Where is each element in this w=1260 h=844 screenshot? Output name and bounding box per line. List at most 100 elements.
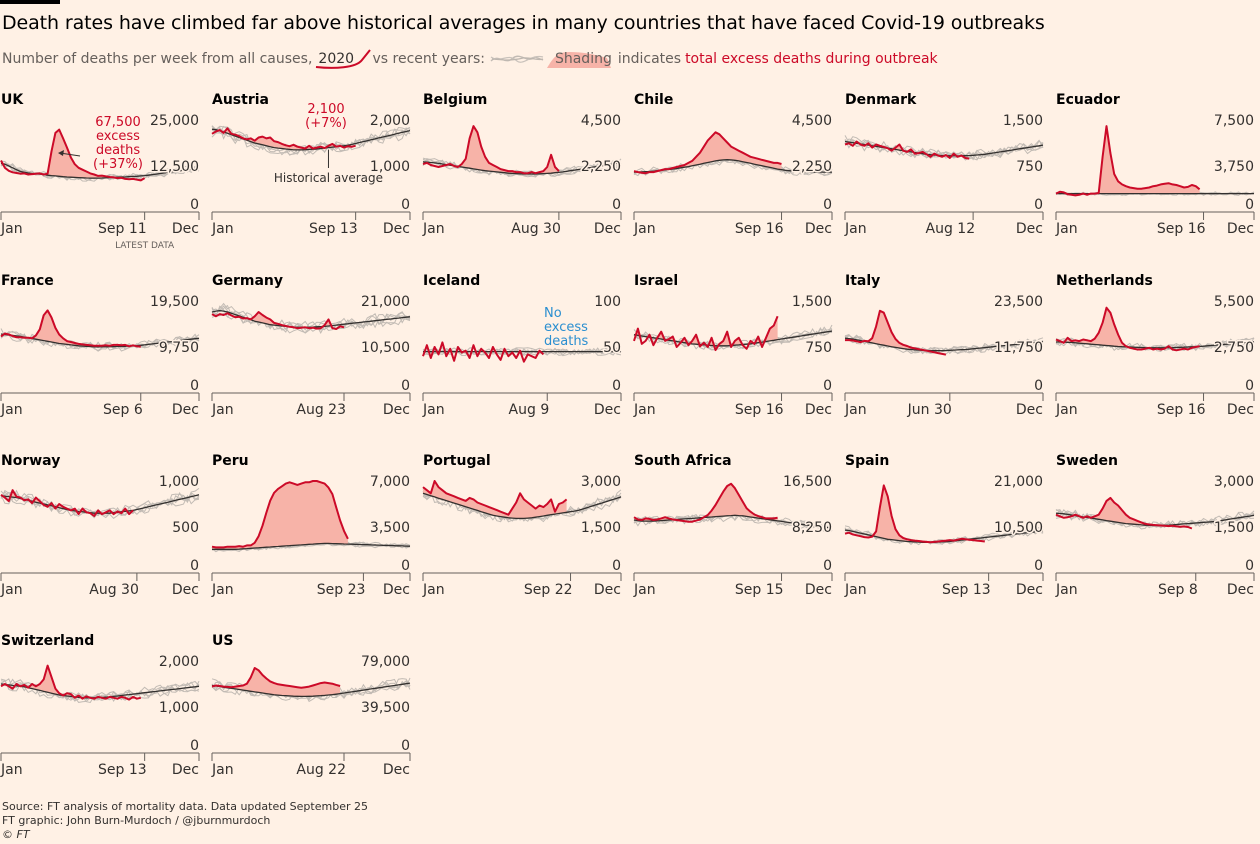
country-title: Peru — [212, 453, 249, 469]
x-tick-label: Jan — [844, 402, 867, 418]
line-2020 — [844, 140, 970, 160]
y-tick-label: 0 — [401, 197, 410, 213]
y-tick-label: 23,500 — [994, 294, 1043, 310]
x-tick-label: Sep 16 — [735, 221, 784, 237]
x-tick-label: Sep 16 — [735, 402, 784, 418]
country-title: Spain — [845, 453, 889, 469]
legend-2020-line — [316, 49, 372, 69]
country-title: Sweden — [1056, 453, 1118, 469]
x-tick-label: Dec — [594, 582, 621, 598]
y-tick-label: 500 — [172, 520, 199, 536]
ft-top-bar — [0, 0, 60, 4]
x-tick-label: Sep 15 — [735, 582, 784, 598]
x-tick-label: Dec — [383, 221, 410, 237]
line-2020 — [633, 482, 778, 523]
recent-year-line — [633, 510, 833, 530]
excess-deaths-shading — [1, 129, 145, 179]
country-title: France — [1, 273, 54, 289]
latest-data-label: LATEST DATA — [115, 241, 175, 251]
x-tick-label: Jun 30 — [907, 402, 952, 418]
x-tick-label: Dec — [1227, 402, 1254, 418]
chart-peru: 7,000 3,500 0 Jan Sep 23 Dec Peru — [211, 453, 412, 598]
x-tick-label: Jan — [0, 582, 23, 598]
chart-uk: 25,000 12,500 0 Jan Sep 11 Dec LATEST DATA UK 67… — [0, 92, 201, 251]
recent-year-line — [0, 678, 200, 704]
x-tick-label: Aug 9 — [509, 402, 550, 418]
y-tick-label: 2,000 — [370, 113, 410, 129]
excess-value: 67,500 — [95, 115, 141, 130]
country-title: Norway — [1, 453, 60, 469]
x-tick-label: Dec — [805, 582, 832, 598]
y-tick-label: 3,500 — [370, 520, 410, 536]
y-tick-label: 2,000 — [159, 654, 199, 670]
y-tick-label: 0 — [1034, 558, 1043, 574]
y-tick-label: 79,000 — [361, 654, 410, 670]
x-tick-label: Sep 16 — [1157, 402, 1206, 418]
chart-france: 19,500 9,750 0 Jan Sep 6 Dec France — [0, 273, 201, 418]
x-tick-label: Jan — [633, 402, 656, 418]
country-title: Germany — [212, 273, 283, 289]
x-tick-label: Dec — [172, 221, 199, 237]
country-title: Iceland — [423, 273, 480, 289]
x-tick-label: Jan — [0, 402, 23, 418]
x-tick-label: Jan — [633, 582, 656, 598]
y-tick-label: 100 — [594, 294, 621, 310]
chart-norway: 1,000 500 0 Jan Aug 30 Dec Norway — [0, 453, 201, 598]
legend-shading-area — [546, 52, 611, 68]
country-title: US — [212, 633, 233, 649]
excess-pct: (+7%) — [305, 116, 347, 131]
chart-switzerland: 2,000 1,000 0 Jan Sep 13 Dec Switzerland — [0, 633, 201, 778]
y-tick-label: 0 — [190, 738, 199, 754]
subtitle-prefix: Number of deaths per week from all cause… — [2, 51, 313, 67]
excess-arrow-head — [58, 150, 64, 156]
x-tick-label: Jan — [1055, 221, 1078, 237]
line-2020 — [0, 309, 141, 348]
page-title: Death rates have climbed far above histo… — [2, 12, 1045, 34]
subtitle: Number of deaths per week from all cause… — [2, 48, 938, 70]
country-title: Belgium — [423, 92, 487, 108]
x-tick-label: Dec — [383, 582, 410, 598]
y-tick-label: 3,000 — [581, 474, 621, 490]
excess-deaths-shading — [845, 485, 985, 543]
line-2020 — [422, 480, 568, 516]
no-excess-label: excess — [544, 320, 588, 335]
historical-average-line — [1056, 341, 1255, 349]
y-tick-label: 1,000 — [159, 474, 199, 490]
line-2020 — [1055, 306, 1200, 352]
recent-year-line — [211, 305, 411, 331]
x-tick-label: Jan — [211, 402, 234, 418]
x-tick-label: Dec — [172, 762, 199, 778]
y-tick-label: 50 — [603, 340, 621, 356]
y-tick-label: 7,000 — [370, 474, 410, 490]
y-tick-label: 1,500 — [581, 520, 621, 536]
excess-deaths-shading — [634, 483, 778, 522]
chart-netherlands: 5,500 2,750 0 Jan Sep 16 Dec Netherlands — [1055, 273, 1256, 418]
y-tick-label: 3,750 — [1214, 159, 1254, 175]
y-tick-label: 4,500 — [581, 113, 621, 129]
y-tick-label: 0 — [190, 558, 199, 574]
x-tick-label: Aug 23 — [296, 402, 346, 418]
y-tick-label: 2,750 — [1214, 340, 1254, 356]
country-title: South Africa — [634, 453, 732, 469]
line-2020 — [0, 128, 146, 182]
x-tick-label: Aug 30 — [511, 221, 561, 237]
x-tick-label: Jan — [211, 762, 234, 778]
legend-2020-label: 2020 — [318, 51, 355, 67]
y-tick-label: 0 — [1034, 378, 1043, 394]
country-title: Israel — [634, 273, 678, 289]
excess-deaths-shading — [212, 668, 341, 697]
y-tick-label: 21,000 — [994, 474, 1043, 490]
chart-spain: 21,000 10,500 0 Jan Sep 13 Dec Spain — [844, 453, 1045, 598]
country-title: Portugal — [423, 453, 491, 469]
x-tick-label: Sep 13 — [942, 582, 991, 598]
historical-average-line — [844, 337, 1044, 352]
y-tick-label: 4,500 — [792, 113, 832, 129]
country-title: Denmark — [845, 92, 917, 108]
x-tick-label: Dec — [594, 402, 621, 418]
footer: Source: FT analysis of mortality data. D… — [2, 800, 368, 842]
chart-denmark: 1,500 750 0 Jan Aug 12 Dec Denmark — [844, 92, 1045, 237]
recent-year-line — [633, 512, 833, 533]
x-tick-label: Jan — [0, 221, 23, 237]
line-2020 — [211, 480, 349, 549]
y-tick-label: 750 — [1016, 159, 1043, 175]
